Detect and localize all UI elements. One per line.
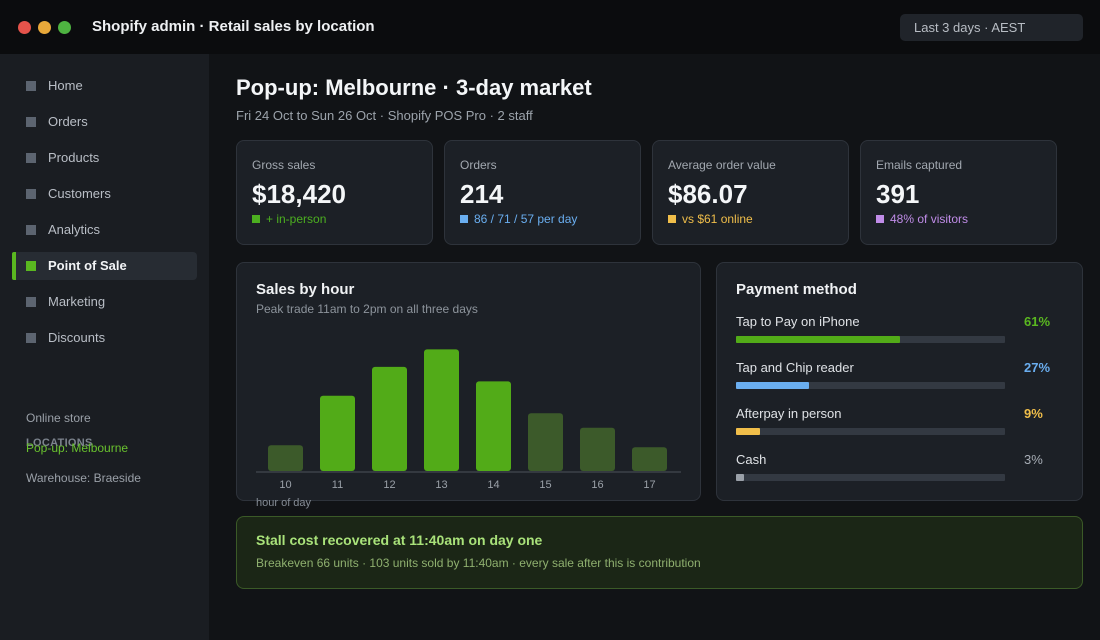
sidebar-item-label: Point of Sale [48, 258, 127, 273]
payment-method-share: 61% [1024, 314, 1051, 329]
sidebar-item-customers[interactable]: Customers [12, 180, 197, 208]
home-icon [26, 81, 36, 91]
sidebar-item-label: Products [48, 150, 100, 165]
marketing-icon [26, 297, 36, 307]
kpi-label: Emails captured [876, 158, 963, 172]
sidebar: Home Orders Products Customers Analytics Poin… [0, 54, 209, 640]
payment-share-bar [736, 382, 1005, 389]
payment-share-bar [736, 474, 1005, 481]
payment-share-bar [736, 428, 1005, 435]
kpi-label: Gross sales [252, 158, 316, 172]
kpi-card[interactable]: Average order value $86.07 vs $61 online [652, 140, 849, 245]
minimize-window-button[interactable] [38, 21, 51, 34]
payment-method-label: Afterpay in person [736, 406, 842, 421]
discounts-icon [26, 333, 36, 343]
payment-method-share: 27% [1024, 360, 1051, 375]
payment-share-fill [736, 428, 760, 435]
sales-chart-title: Sales by hour [256, 281, 355, 298]
location-link[interactable]: Pop-up: Melbourne [26, 441, 129, 455]
payment-share-fill [736, 336, 900, 343]
point-of-sale-icon [26, 261, 36, 271]
payment-share-fill [736, 382, 809, 389]
kpi-note: + in-person [266, 212, 327, 226]
sidebar-item-point-of-sale[interactable]: Point of Sale [12, 252, 197, 280]
maximize-window-button[interactable] [58, 21, 71, 34]
kpi-label: Orders [460, 158, 497, 172]
close-window-button[interactable] [18, 21, 31, 34]
sidebar-item-orders[interactable]: Orders [12, 108, 197, 136]
payment-share-bar [736, 336, 1005, 343]
kpi-card[interactable]: Orders 214 86 / 71 / 57 per day [444, 140, 641, 245]
breakeven-banner: Stall cost recovered at 11:40am on day o… [236, 516, 1083, 589]
kpi-note: vs $61 online [682, 212, 753, 226]
payment-method-share: 3% [1024, 452, 1043, 467]
breakeven-title: Stall cost recovered at 11:40am on day o… [256, 532, 543, 548]
orders-icon [26, 117, 36, 127]
page-subtitle: Fri 24 Oct to Sun 26 Oct · Shopify POS P… [236, 108, 533, 123]
products-icon [26, 153, 36, 163]
payment-method-card: Payment method Tap to Pay on iPhone 61% Ta… [716, 262, 1083, 501]
analytics-icon [26, 225, 36, 235]
kpi-card[interactable]: Gross sales $18,420 + in-person [236, 140, 433, 245]
title-bar: Shopify admin · Retail sales by location… [0, 0, 1100, 54]
payment-method-title: Payment method [736, 281, 857, 298]
breakeven-text: Breakeven 66 units · 103 units sold by 1… [256, 556, 701, 570]
active-indicator [12, 252, 16, 280]
location-link[interactable]: Warehouse: Braeside [26, 471, 141, 485]
kpi-legend-swatch [460, 215, 468, 223]
kpi-label: Average order value [668, 158, 776, 172]
sidebar-item-marketing[interactable]: Marketing [12, 288, 197, 316]
sidebar-item-home[interactable]: Home [12, 72, 197, 100]
kpi-legend-swatch [876, 215, 884, 223]
sidebar-item-label: Orders [48, 114, 88, 129]
sidebar-item-analytics[interactable]: Analytics [12, 216, 197, 244]
customers-icon [26, 189, 36, 199]
kpi-value: 391 [876, 179, 920, 209]
sidebar-item-discounts[interactable]: Discounts [12, 324, 197, 352]
kpi-note: 86 / 71 / 57 per day [474, 212, 578, 226]
payment-method-label: Tap to Pay on iPhone [736, 314, 860, 329]
page-title: Pop-up: Melbourne · 3-day market [236, 75, 592, 100]
payment-share-fill [736, 474, 744, 481]
kpi-legend-swatch [252, 215, 260, 223]
kpi-note: 48% of visitors [890, 212, 969, 226]
payment-method-label: Tap and Chip reader [736, 360, 854, 375]
payment-method-share: 9% [1024, 406, 1043, 421]
kpi-legend-swatch [668, 215, 676, 223]
sidebar-item-label: Home [48, 78, 83, 93]
sidebar-item-label: Customers [48, 186, 111, 201]
sales-by-hour-card: Sales by hour Peak trade 11am to 2pm on … [236, 262, 701, 501]
sidebar-item-label: Marketing [48, 294, 106, 309]
payment-method-label: Cash [736, 452, 767, 467]
sidebar-item-label: Analytics [48, 222, 101, 237]
kpi-value: 214 [460, 179, 504, 209]
kpi-value: $86.07 [668, 179, 748, 209]
sidebar-item-products[interactable]: Products [12, 144, 197, 172]
window-title: Shopify admin · Retail sales by location [92, 18, 375, 35]
sidebar-item-label: Discounts [48, 330, 106, 345]
kpi-card[interactable]: Emails captured 391 48% of visitors [860, 140, 1057, 245]
sales-chart-subtitle: Peak trade 11am to 2pm on all three days [256, 302, 478, 316]
location-link[interactable]: Online store [26, 411, 91, 425]
locations-heading: LOCATIONS [26, 437, 93, 449]
kpi-value: $18,420 [252, 179, 346, 209]
date-range-selector[interactable]: Last 3 days · AEST [900, 14, 1083, 41]
